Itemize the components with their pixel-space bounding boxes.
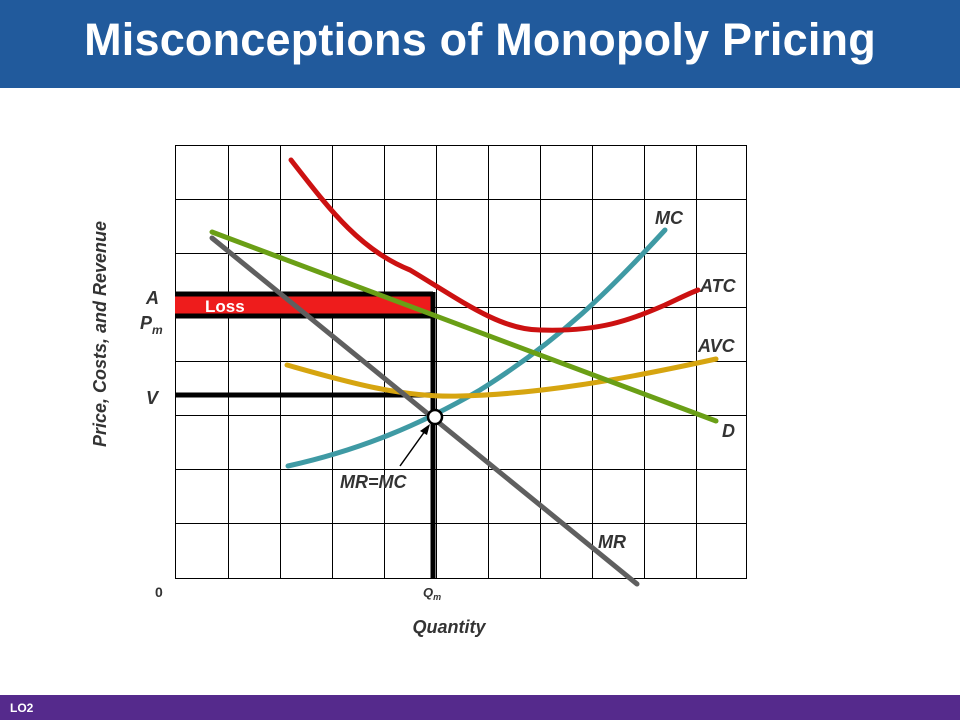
loss-label: Loss xyxy=(205,297,245,316)
atc-curve xyxy=(288,157,701,333)
mc-label: MC xyxy=(655,208,684,228)
learning-objective-tag: LO2 xyxy=(10,701,34,715)
grid xyxy=(175,145,747,579)
quantity-label-qm-sub: m xyxy=(433,592,441,602)
avc-label: AVC xyxy=(697,336,736,356)
loss-area xyxy=(175,296,433,316)
demand-label: D xyxy=(722,421,735,441)
origin-label: 0 xyxy=(155,584,163,600)
avc-curve xyxy=(284,356,719,399)
mr-mc-intersection-point xyxy=(426,408,444,426)
price-label-pm-main: P xyxy=(140,313,153,333)
monopoly-loss-diagram: Loss Price, Costs, and Revenue Quantity … xyxy=(90,145,747,637)
demand-curve xyxy=(209,229,719,424)
atc-label: ATC xyxy=(699,276,737,296)
price-label-pm: Pm xyxy=(140,313,163,337)
price-label-a: A xyxy=(145,288,159,308)
price-label-v: V xyxy=(146,388,160,408)
intersection-arrow xyxy=(399,430,426,467)
price-label-pm-sub: m xyxy=(152,323,163,337)
footer-bar: LO2 xyxy=(0,695,960,720)
mc-curve xyxy=(285,227,668,469)
intersection-label: MR=MC xyxy=(340,472,407,492)
intersection-arrowhead xyxy=(420,424,430,435)
quantity-label-qm-main: Q xyxy=(423,585,433,600)
mr-curve xyxy=(209,235,640,587)
y-axis-label: Price, Costs, and Revenue xyxy=(90,221,110,447)
slide-title: Misconceptions of Monopoly Pricing xyxy=(84,14,876,65)
title-bar: Misconceptions of Monopoly Pricing xyxy=(0,0,960,88)
x-axis-label: Quantity xyxy=(412,617,486,637)
quantity-label-qm: Qm xyxy=(423,585,441,602)
mr-label: MR xyxy=(598,532,626,552)
